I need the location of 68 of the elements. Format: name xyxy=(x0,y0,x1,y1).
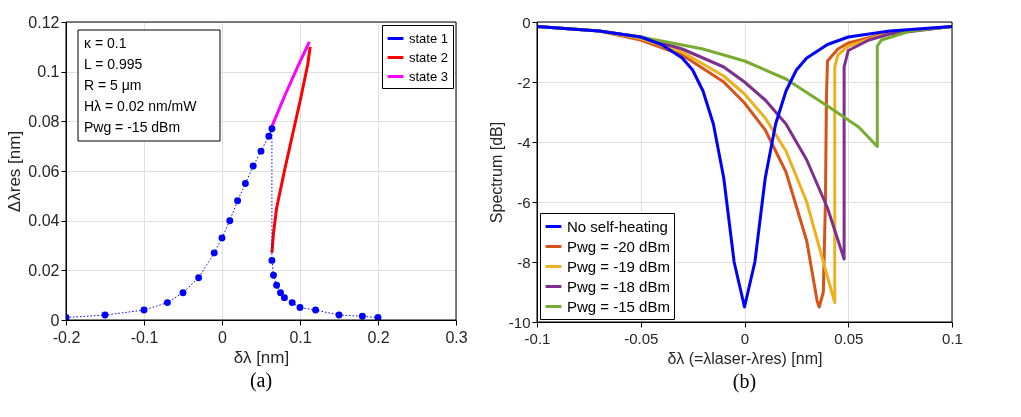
annotation: κ = 0.1 xyxy=(84,35,127,51)
x-tick-label: -0.05 xyxy=(624,329,659,347)
point xyxy=(218,234,226,242)
point xyxy=(140,306,148,314)
legend-label: state 1 xyxy=(409,30,449,46)
y-tick-label: -8 xyxy=(517,253,531,271)
point xyxy=(163,299,171,307)
x-tick-label: 0.1 xyxy=(942,329,963,347)
point xyxy=(335,311,343,319)
legend-label: No self-heating xyxy=(567,217,668,235)
x-tick-label: -0.2 xyxy=(52,328,81,346)
point xyxy=(270,271,277,279)
x-tick-label: 0.05 xyxy=(834,329,864,347)
y-tick-label: 0.08 xyxy=(28,112,60,130)
legend-label: state 3 xyxy=(409,68,449,84)
y-tick-label: -10 xyxy=(508,313,531,331)
y-axis-title: Spectrum [dB] xyxy=(487,121,505,224)
annotation: R = 5 μm xyxy=(84,77,142,93)
y-tick-label: 0.12 xyxy=(28,13,60,31)
point xyxy=(277,289,284,297)
x-tick-label: 0.1 xyxy=(289,328,312,346)
legend-label: Pwg = -20 dBm xyxy=(567,237,670,255)
point xyxy=(268,256,276,264)
y-tick-label: 0.1 xyxy=(37,63,60,81)
y-tick-label: 0.04 xyxy=(28,212,60,230)
legend-label: Pwg = -15 dBm xyxy=(567,297,670,315)
point xyxy=(265,132,273,140)
x-tick-label: 0.3 xyxy=(445,328,468,346)
line-series xyxy=(270,45,312,255)
point xyxy=(210,249,218,257)
x-axis-title: δλ [nm] xyxy=(233,347,290,367)
point xyxy=(273,281,281,289)
point xyxy=(234,197,242,205)
y-axis-title: Δλres [nm] xyxy=(5,130,25,213)
x-tick-label: -0.1 xyxy=(130,328,159,346)
point xyxy=(257,147,265,155)
y-tick-label: -6 xyxy=(517,193,531,211)
x-tick-label: 0 xyxy=(218,328,228,346)
x-tick-label: 0.2 xyxy=(367,328,390,346)
legend-label: state 2 xyxy=(409,49,449,65)
text: (a) xyxy=(249,369,273,392)
x-tick-label: -0.1 xyxy=(524,329,551,347)
annotation: Hλ = 0.02 nm/mW xyxy=(84,98,198,114)
point xyxy=(268,125,276,133)
point xyxy=(358,312,366,320)
point xyxy=(226,217,234,225)
y-tick-label: 0.02 xyxy=(28,261,60,279)
x-tick-label: 0 xyxy=(740,329,750,347)
point xyxy=(280,294,288,302)
point xyxy=(179,289,187,297)
point xyxy=(195,274,203,282)
point xyxy=(312,306,320,314)
y-tick-label: -4 xyxy=(517,133,531,151)
legend-label: Pwg = -18 dBm xyxy=(567,277,670,295)
point xyxy=(101,311,109,319)
text: (b) xyxy=(732,370,757,393)
legend-label: Pwg = -19 dBm xyxy=(567,257,670,275)
y-tick-label: 0 xyxy=(522,13,531,31)
x-axis-title: δλ (=λlaser-λres) [nm] xyxy=(667,349,823,367)
point xyxy=(288,299,296,307)
y-tick-label: 0 xyxy=(50,311,60,329)
annotation: Pwg = -15 dBm xyxy=(84,119,181,135)
point xyxy=(249,162,257,170)
annotation: L = 0.995 xyxy=(84,56,143,72)
y-tick-label: 0.06 xyxy=(28,162,60,180)
y-tick-label: -2 xyxy=(517,73,531,91)
point xyxy=(296,304,304,312)
point xyxy=(241,179,249,187)
